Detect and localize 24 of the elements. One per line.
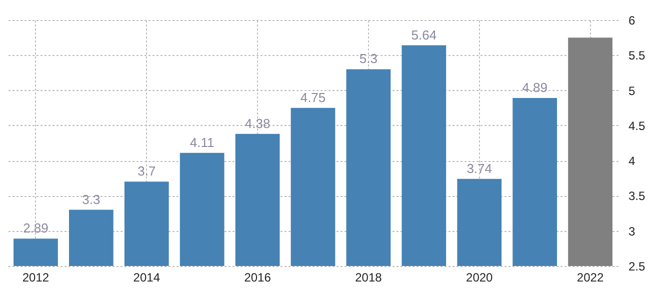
data-label: 5.3 (359, 51, 378, 66)
y-tick-label: 5 (628, 84, 636, 98)
x-tick-label: 2020 (466, 270, 494, 284)
data-label: 3.7 (138, 164, 156, 179)
y-tick-label: 5.5 (628, 48, 646, 63)
data-label: 3.3 (82, 192, 100, 207)
y-tick-label: 4.5 (628, 118, 646, 133)
data-label: 5.64 (411, 27, 437, 42)
y-tick-label: 4 (628, 154, 636, 168)
x-tick-label: 2014 (133, 270, 160, 284)
data-label: 4.89 (522, 80, 548, 96)
data-label: 3.74 (466, 160, 492, 176)
data-label: 4.11 (190, 134, 214, 150)
data-label: 4.38 (244, 116, 270, 131)
y-tick-label: 6 (628, 14, 636, 28)
x-tick-label: 2022 (576, 270, 604, 284)
data-label: 2.89 (23, 220, 48, 236)
x-tick-label: 2016 (244, 270, 272, 284)
data-label: 4.75 (300, 90, 326, 105)
y-tick-label: 3 (628, 224, 636, 238)
y-tick-label: 2.5 (628, 260, 646, 274)
x-tick-label: 2018 (355, 270, 382, 284)
y-tick-label: 3.5 (628, 189, 646, 204)
x-tick-label: 2012 (22, 270, 50, 284)
